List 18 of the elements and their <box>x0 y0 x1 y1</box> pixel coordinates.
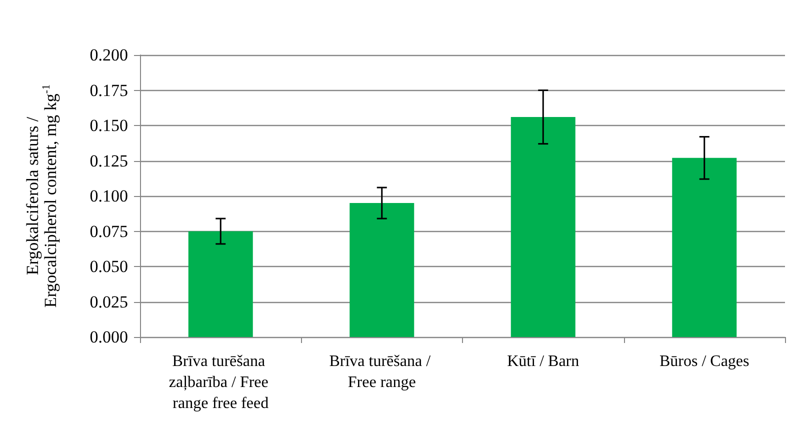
x-tick-label: Brīva turēšana zaļbarība / Free range free feed <box>168 353 272 412</box>
bar <box>672 158 737 337</box>
bar <box>188 231 253 337</box>
y-tick-label: 0.075 <box>90 222 128 241</box>
bar <box>510 117 576 337</box>
y-tick-label: 0.175 <box>90 80 128 100</box>
y-tick-label: 0.025 <box>90 292 128 312</box>
x-tick-label: Būros / Cages <box>659 353 750 370</box>
bar <box>350 203 414 337</box>
y-tick-label: 0.150 <box>90 116 128 135</box>
y-tick-label: 0.100 <box>90 186 128 206</box>
y-tick-label: 0.200 <box>90 46 128 64</box>
y-axis-title: Ergokalciferola saturs / Ergocalcipherol content, mg kg-1 <box>23 84 60 308</box>
y-tick-label: 0.000 <box>90 328 128 346</box>
y-tick-label: 0.050 <box>90 257 128 276</box>
y-tick-label: 0.125 <box>90 151 128 170</box>
x-tick-label: Brīva turēšana / Free range <box>329 353 435 391</box>
x-tick-label: Kūtī / Barn <box>507 353 580 370</box>
